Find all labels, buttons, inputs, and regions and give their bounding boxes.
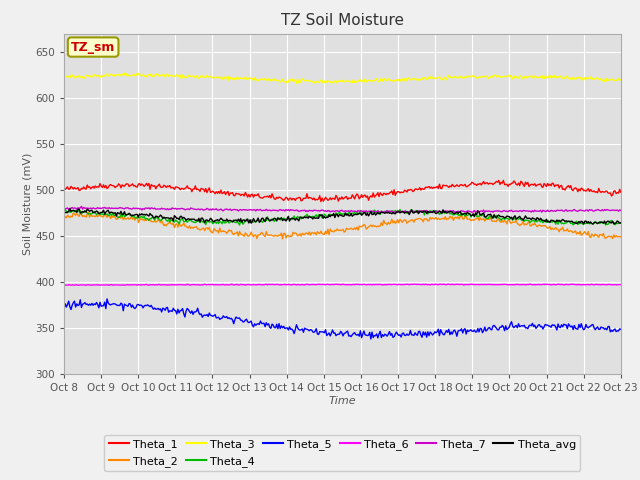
Theta_7 xyxy=(401,208,408,214)
Theta_avg xyxy=(66,206,74,212)
Theta_6 xyxy=(373,282,381,288)
Theta_4 xyxy=(568,220,576,226)
Theta_avg xyxy=(234,216,242,222)
Theta_avg xyxy=(470,214,478,219)
Theta_5 xyxy=(374,335,381,341)
Theta_7 xyxy=(77,204,85,209)
Theta_2 xyxy=(60,213,68,219)
Theta_1 xyxy=(470,181,478,187)
Theta_7 xyxy=(472,209,479,215)
Theta_3 xyxy=(298,77,305,83)
Theta_6 xyxy=(60,282,68,288)
Theta_3 xyxy=(133,71,141,76)
Theta_1 xyxy=(568,187,576,193)
Theta_3 xyxy=(374,78,381,84)
Theta_4 xyxy=(76,206,83,212)
Theta_avg xyxy=(399,209,407,215)
Theta_4 xyxy=(617,220,625,226)
Theta_1 xyxy=(399,190,407,195)
Theta_6 xyxy=(617,282,625,288)
Theta_7 xyxy=(376,210,384,216)
Theta_2 xyxy=(568,228,576,234)
Theta_6 xyxy=(67,282,75,288)
Theta_5 xyxy=(617,326,625,332)
Line: Theta_3: Theta_3 xyxy=(64,73,621,84)
Theta_avg xyxy=(617,220,625,226)
Theta_4 xyxy=(60,207,68,213)
Y-axis label: Soil Moisture (mV): Soil Moisture (mV) xyxy=(22,153,33,255)
Legend: Theta_1, Theta_2, Theta_3, Theta_4, Theta_5, Theta_6, Theta_7, Theta_avg: Theta_1, Theta_2, Theta_3, Theta_4, Thet… xyxy=(104,435,580,471)
Theta_4 xyxy=(401,209,408,215)
Theta_2 xyxy=(617,234,625,240)
Theta_avg xyxy=(373,211,381,217)
Theta_2 xyxy=(298,233,305,239)
Theta_3 xyxy=(568,76,576,82)
Title: TZ Soil Moisture: TZ Soil Moisture xyxy=(281,13,404,28)
Theta_6 xyxy=(470,282,478,288)
Line: Theta_6: Theta_6 xyxy=(64,284,621,285)
Theta_5 xyxy=(367,336,374,342)
Theta_5 xyxy=(472,329,479,335)
Text: TZ_sm: TZ_sm xyxy=(71,40,115,54)
Theta_2 xyxy=(374,223,381,229)
Theta_3 xyxy=(401,76,408,82)
Line: Theta_5: Theta_5 xyxy=(64,299,621,339)
Theta_avg xyxy=(60,209,68,215)
Theta_3 xyxy=(617,77,625,83)
Theta_5 xyxy=(568,323,576,329)
Theta_7 xyxy=(617,208,625,214)
Theta_6 xyxy=(296,282,304,288)
Theta_6 xyxy=(234,282,242,288)
Theta_7 xyxy=(234,208,242,214)
Line: Theta_1: Theta_1 xyxy=(64,180,621,202)
Theta_1 xyxy=(234,191,241,197)
Line: Theta_avg: Theta_avg xyxy=(64,209,621,224)
Theta_6 xyxy=(526,281,534,287)
Theta_5 xyxy=(296,327,304,333)
Theta_2 xyxy=(234,233,242,239)
Theta_5 xyxy=(60,306,68,312)
Line: Theta_2: Theta_2 xyxy=(64,213,621,239)
Theta_3 xyxy=(60,73,68,79)
Line: Theta_4: Theta_4 xyxy=(64,209,621,225)
Theta_2 xyxy=(472,216,479,222)
Line: Theta_7: Theta_7 xyxy=(64,206,621,213)
Theta_4 xyxy=(236,222,243,228)
Theta_avg xyxy=(589,221,596,227)
Theta_4 xyxy=(374,208,381,214)
Theta_5 xyxy=(103,296,111,302)
Theta_1 xyxy=(500,178,508,183)
Theta_avg xyxy=(567,218,575,224)
Theta_7 xyxy=(296,208,304,214)
Theta_avg xyxy=(296,214,304,220)
Theta_3 xyxy=(472,74,479,80)
Theta_3 xyxy=(292,81,300,86)
Theta_4 xyxy=(472,212,479,218)
Theta_1 xyxy=(317,199,324,204)
Theta_7 xyxy=(568,208,576,214)
Theta_2 xyxy=(401,217,408,223)
Theta_1 xyxy=(295,194,303,200)
X-axis label: Time: Time xyxy=(328,396,356,406)
Theta_7 xyxy=(373,209,381,215)
Theta_5 xyxy=(234,315,242,321)
Theta_4 xyxy=(234,220,242,226)
Theta_1 xyxy=(373,192,381,198)
Theta_2 xyxy=(278,236,286,241)
Theta_1 xyxy=(60,186,68,192)
Theta_3 xyxy=(234,76,242,82)
Theta_1 xyxy=(617,189,625,195)
Theta_2 xyxy=(84,210,92,216)
Theta_5 xyxy=(401,333,408,338)
Theta_6 xyxy=(568,281,576,287)
Theta_6 xyxy=(399,282,407,288)
Theta_7 xyxy=(60,206,68,212)
Theta_4 xyxy=(298,216,305,222)
